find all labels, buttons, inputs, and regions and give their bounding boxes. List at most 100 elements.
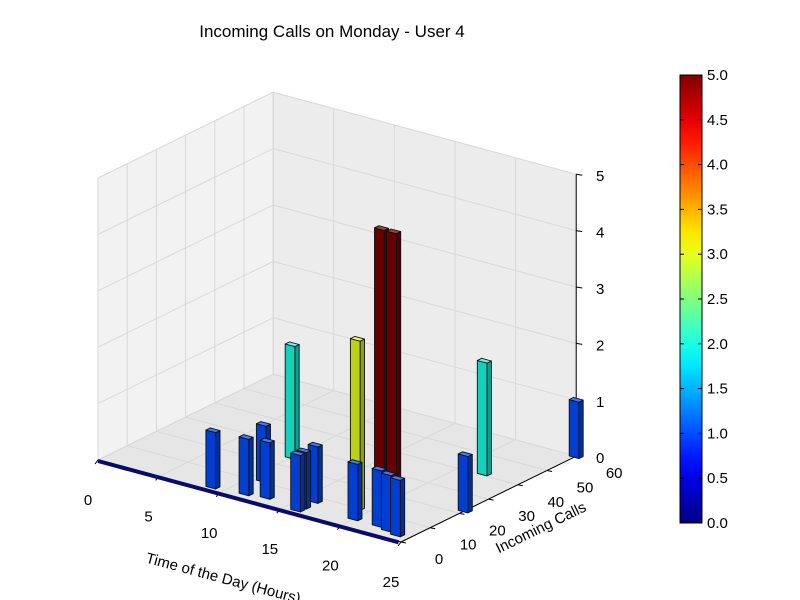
bar-front-face <box>259 439 271 500</box>
bar-top-face <box>307 441 323 448</box>
zero-bars-baseline <box>97 459 400 545</box>
colorbar-tick-label: 0.0 <box>707 515 728 532</box>
bar-side-face <box>269 440 275 500</box>
bar-top-face <box>284 341 300 348</box>
grid-line <box>97 91 577 179</box>
z-tick-label: 5 <box>596 168 604 185</box>
y-tick <box>459 512 465 515</box>
bar-front-face <box>390 477 401 538</box>
bar <box>238 434 254 497</box>
bar-top-face <box>380 470 396 477</box>
bar-front-face <box>371 467 383 528</box>
bar <box>284 341 300 460</box>
colorbar-tick-label: 5.0 <box>707 67 728 84</box>
y-tick-label: 60 <box>606 465 623 482</box>
bar <box>347 459 363 522</box>
z-tick-label: 3 <box>596 281 604 298</box>
colorbar-tick-label: 4.0 <box>707 157 728 174</box>
floor-baseline <box>97 459 400 545</box>
bar-top-face <box>457 451 473 457</box>
y-tick <box>546 470 553 472</box>
y-tick-label: 50 <box>577 480 594 497</box>
x-axis-label: Time of the Day (Hours) <box>144 550 302 600</box>
bar-side-face <box>215 430 221 490</box>
z-tick <box>576 173 583 176</box>
grid-line <box>97 204 577 292</box>
x-tick-label: 15 <box>261 541 278 558</box>
bar-top-face <box>386 228 402 235</box>
grid-line <box>97 260 577 348</box>
bars <box>205 225 584 538</box>
bar-side-face <box>317 444 323 504</box>
colorbar-tick-label: 1.5 <box>707 381 728 398</box>
bar-top-face <box>259 437 275 444</box>
bar-side-face <box>486 360 492 477</box>
bar-top-face <box>390 475 406 481</box>
y-tick <box>488 498 494 501</box>
bar-front-face <box>457 453 469 514</box>
bar-top-face <box>371 465 387 472</box>
colorbar-tick-label: 2.0 <box>707 336 728 353</box>
bar-top-face <box>205 427 221 434</box>
y-tick-label: 40 <box>547 494 564 511</box>
x-tick <box>94 459 99 465</box>
colorbar-tick-label: 2.5 <box>707 291 728 308</box>
bar-top-face <box>568 396 584 403</box>
bar-front-face <box>347 461 359 522</box>
bar-side-face <box>467 453 473 514</box>
colorbar-tick-label: 0.5 <box>707 470 728 487</box>
bar <box>290 450 306 513</box>
bar-front-face <box>205 429 217 490</box>
bar-front-face <box>238 436 250 497</box>
bar-front-face <box>380 472 392 533</box>
bar-side-face <box>399 477 406 538</box>
y-tick <box>430 527 436 530</box>
colorbar-tick-label: 1.0 <box>707 425 728 442</box>
bar-side-face <box>578 399 584 460</box>
axes-panes <box>96 91 578 543</box>
bar-top-face <box>374 225 389 231</box>
bar <box>476 357 492 477</box>
x-tick-label: 10 <box>201 525 218 542</box>
colorbar-tick-label: 3.0 <box>707 246 728 263</box>
x-tick <box>397 541 402 547</box>
bar <box>390 475 406 538</box>
bar-side-face <box>357 461 363 522</box>
x-tick-label: 5 <box>144 508 152 525</box>
bar-side-face <box>305 450 312 510</box>
x-tick-label: 0 <box>84 492 92 509</box>
bar-top-face <box>238 434 254 440</box>
z-tick <box>576 286 583 289</box>
bar-side-face <box>299 453 306 513</box>
colorbar-tick-label: 4.5 <box>707 112 728 129</box>
y-axis-label: Incoming Calls <box>493 499 589 557</box>
grid-line <box>97 317 577 405</box>
grid-line <box>97 148 577 235</box>
y-tick-label: 0 <box>435 551 443 568</box>
grid-line <box>97 373 577 461</box>
bar <box>568 396 584 460</box>
bar-side-face <box>294 344 300 460</box>
y-tick <box>517 484 523 487</box>
z-tick-label: 1 <box>596 394 604 411</box>
z-tick <box>576 230 583 233</box>
bar-top-face <box>296 447 312 454</box>
bar-front-face <box>476 360 488 477</box>
bar-top-face <box>349 335 365 342</box>
bar-top-face <box>255 421 271 427</box>
y-tick <box>400 541 407 544</box>
z-tick <box>576 342 583 345</box>
bar-top-face <box>290 450 306 457</box>
y-tick-label: 30 <box>518 508 535 525</box>
bar-front-face <box>568 399 580 460</box>
y-tick-label: 10 <box>460 537 477 554</box>
bar <box>205 427 221 490</box>
z-tick-label: 0 <box>596 450 604 467</box>
z-tick-label: 4 <box>596 225 604 242</box>
bar-top-face <box>347 459 363 465</box>
bar <box>259 437 275 500</box>
z-tick-label: 2 <box>596 337 604 354</box>
bar <box>457 451 473 514</box>
x-tick-label: 20 <box>322 558 339 575</box>
